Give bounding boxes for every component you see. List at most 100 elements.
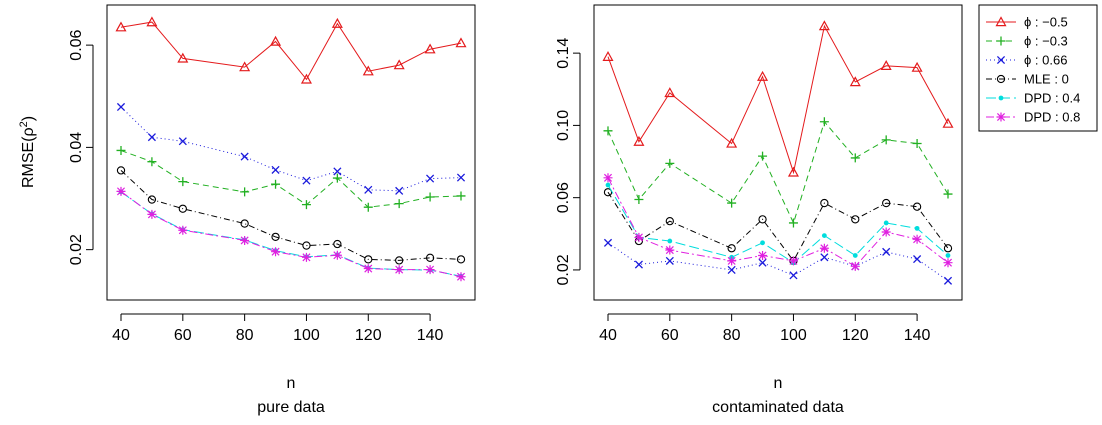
- data-point: [634, 194, 644, 204]
- data-point: [116, 166, 126, 175]
- data-point: [301, 252, 311, 262]
- x-axis: 40 60 80 100 120 140: [599, 313, 931, 344]
- data-point: [945, 253, 951, 258]
- data-point: [819, 243, 829, 253]
- data-point: [393, 59, 405, 70]
- data-point: [332, 173, 342, 183]
- data-point: [363, 202, 373, 212]
- series-4: [605, 182, 951, 266]
- legend-label: MLE : 0: [1024, 72, 1069, 87]
- data-point: [726, 137, 738, 148]
- series-5: [116, 186, 466, 282]
- data-point: [665, 256, 674, 265]
- data-point: [727, 265, 736, 274]
- data-point: [271, 232, 280, 242]
- data-point: [634, 232, 644, 242]
- legend-marker: [996, 55, 1006, 65]
- data-point: [634, 260, 643, 269]
- legend-label: DPD : 0.8: [1024, 110, 1080, 125]
- data-point: [425, 253, 435, 262]
- data-point: [882, 247, 891, 256]
- data-point: [851, 215, 860, 224]
- plot-frame: [106, 4, 476, 301]
- data-point: [788, 218, 798, 228]
- legend: ϕ : −0.5 ϕ : −0.3 ϕ : 0.66 MLE : 0 DPD : 0.4…: [978, 4, 1098, 132]
- data-point: [603, 188, 613, 197]
- panel-subtitle: contaminated data: [712, 399, 844, 416]
- x-tick-label: 80: [723, 327, 741, 344]
- y-axis: 0.02 0.06 0.10 0.14: [555, 37, 581, 286]
- x-tick-label: 100: [780, 327, 807, 344]
- data-point: [116, 145, 126, 155]
- data-point: [240, 235, 250, 245]
- panel-contaminated-data: 40 60 80 100 120 140 0.02 0.06 0.10 0.14 n conta…: [555, 4, 963, 416]
- data-point: [758, 250, 768, 260]
- x-tick-label: 100: [293, 327, 320, 344]
- data-point: [271, 247, 281, 257]
- data-point: [115, 21, 127, 32]
- x-tick-label: 40: [112, 327, 130, 344]
- series-line: [120, 106, 462, 192]
- data-point: [426, 174, 435, 183]
- data-point: [424, 43, 436, 54]
- x-tick-label: 140: [904, 327, 931, 344]
- data-point: [852, 253, 858, 258]
- data-point: [757, 70, 769, 81]
- data-point: [301, 200, 311, 210]
- data-point: [727, 256, 737, 266]
- data-point: [789, 271, 798, 280]
- data-point: [912, 234, 922, 244]
- series-3: [603, 188, 953, 266]
- data-point: [302, 241, 311, 250]
- data-point: [820, 198, 829, 208]
- data-point: [665, 217, 674, 226]
- y-axis: 0.02 0.04 0.06: [68, 29, 94, 265]
- data-point: [456, 191, 466, 201]
- data-point: [881, 227, 891, 237]
- data-point: [364, 255, 373, 264]
- data-point: [819, 117, 829, 127]
- data-point: [821, 233, 827, 239]
- series-1: [603, 117, 953, 228]
- data-point: [147, 133, 156, 142]
- series-3: [116, 166, 466, 265]
- x-tick-label: 60: [661, 327, 679, 344]
- series-0: [602, 20, 954, 177]
- data-point: [178, 204, 187, 213]
- data-point: [456, 173, 466, 182]
- x-tick-label: 60: [174, 327, 192, 344]
- series-1: [116, 145, 466, 212]
- series-4: [118, 189, 464, 279]
- data-point: [942, 117, 954, 128]
- legend-marker: [996, 74, 1006, 84]
- data-point: [425, 192, 435, 202]
- data-point: [364, 185, 373, 194]
- y-tick-label: 0.04: [68, 132, 85, 163]
- y-tick-label: 0.06: [555, 182, 572, 213]
- y-tick-label: 0.14: [555, 37, 572, 68]
- data-point: [178, 177, 188, 187]
- legend-label: ϕ : −0.5: [1024, 15, 1068, 30]
- data-point: [177, 52, 189, 63]
- data-point: [395, 186, 404, 195]
- data-point: [178, 225, 188, 235]
- data-point: [147, 157, 157, 167]
- data-point: [178, 137, 187, 146]
- y-axis-label-superscript: 2: [18, 121, 30, 127]
- data-point: [271, 179, 281, 189]
- legend-item: ϕ : −0.3: [986, 34, 1068, 49]
- panel-pure-data: 40 60 80 100 120 140 0.020.040.06 RMSE(ρ2) n …: [18, 4, 476, 416]
- series-line: [607, 120, 949, 225]
- x-tick-label: 40: [599, 327, 617, 344]
- data-point: [912, 138, 922, 148]
- data-point: [633, 135, 645, 146]
- y-tick-label: 0.02: [555, 254, 572, 285]
- data-point: [603, 238, 613, 247]
- legend-item: ϕ : −0.5: [986, 15, 1068, 30]
- legend-label: ϕ : 0.66: [1024, 53, 1067, 68]
- x-axis-label: n: [774, 375, 783, 392]
- y-tick-label: 0.06: [68, 29, 85, 60]
- data-point: [727, 244, 736, 253]
- data-point: [850, 261, 860, 271]
